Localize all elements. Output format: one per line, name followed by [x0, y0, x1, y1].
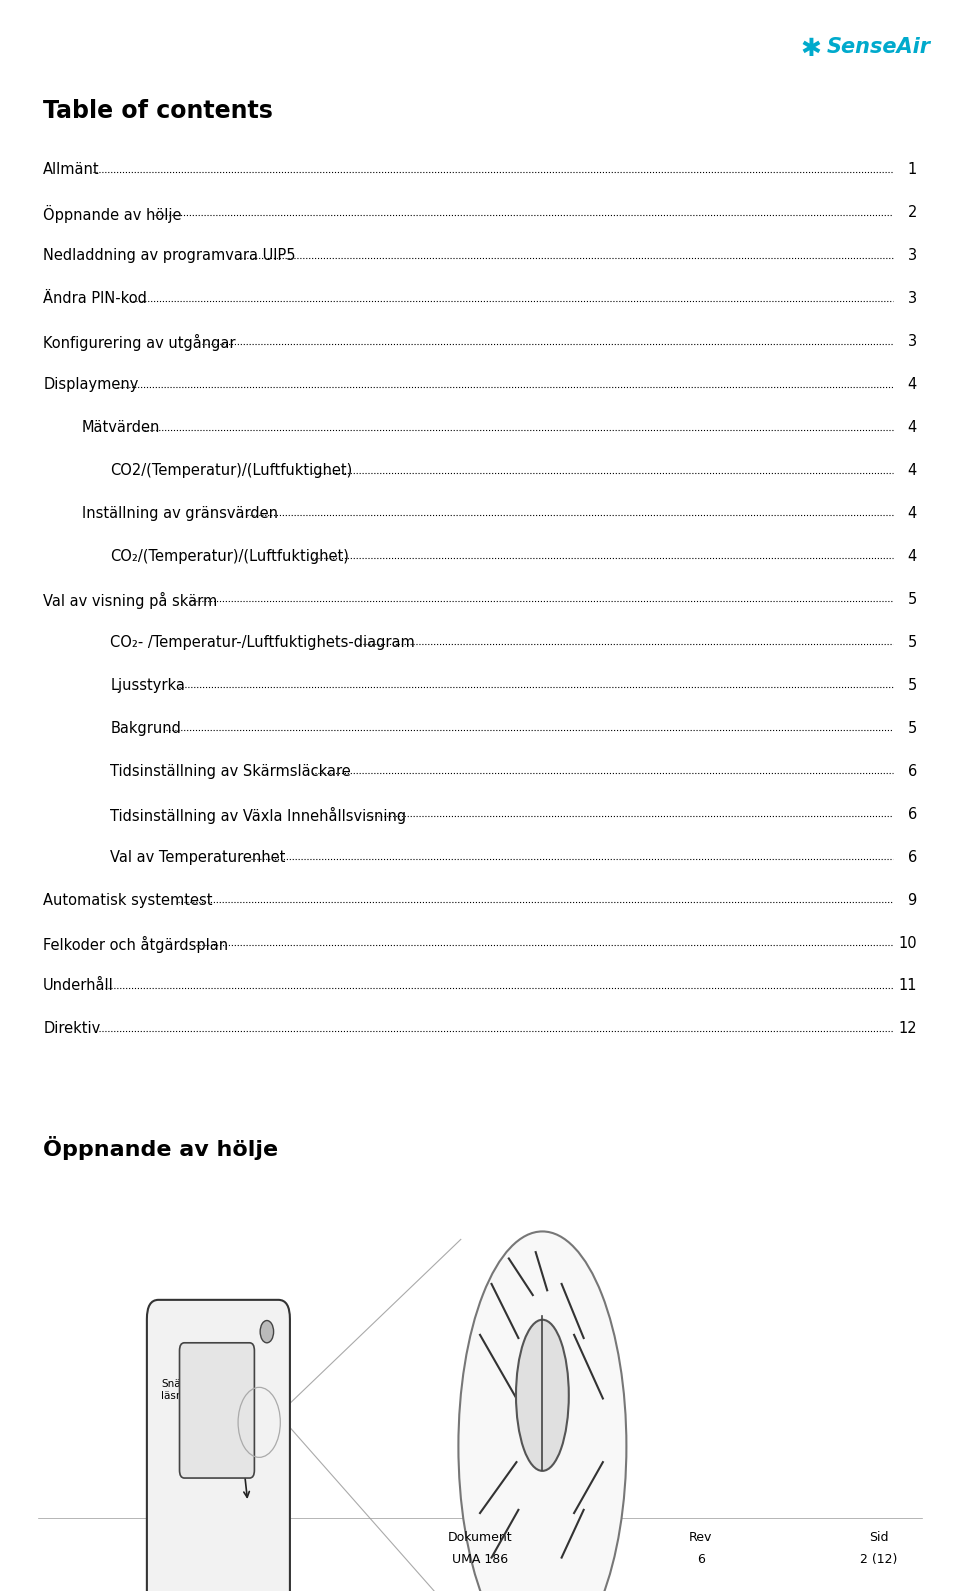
Text: 4: 4 — [907, 506, 917, 520]
Text: 6: 6 — [697, 1553, 705, 1566]
Text: Dokument: Dokument — [447, 1531, 513, 1543]
Text: 3: 3 — [907, 248, 917, 263]
Text: Direktiv: Direktiv — [43, 1021, 101, 1036]
Text: CO₂- /Temperatur-/Luftfuktighets-diagram: CO₂- /Temperatur-/Luftfuktighets-diagram — [110, 635, 415, 649]
Ellipse shape — [516, 1319, 568, 1470]
Text: 11: 11 — [899, 978, 917, 993]
Text: Tidsinställning av Skärmsläckare: Tidsinställning av Skärmsläckare — [110, 764, 351, 778]
Text: 5: 5 — [907, 678, 917, 692]
Text: 5: 5 — [907, 592, 917, 606]
Text: Konfigurering av utgångar: Konfigurering av utgångar — [43, 334, 236, 352]
Text: 6: 6 — [907, 807, 917, 821]
Text: 2: 2 — [907, 205, 917, 220]
Text: Inställning av gränsvärden: Inställning av gränsvärden — [82, 506, 277, 520]
Text: Ändra PIN-kod: Ändra PIN-kod — [43, 291, 147, 305]
Text: 12: 12 — [899, 1021, 917, 1036]
Text: CO₂/(Temperatur)/(Luftfuktighet): CO₂/(Temperatur)/(Luftfuktighet) — [110, 549, 349, 563]
Text: Displaymeny: Displaymeny — [43, 377, 138, 391]
Text: 9: 9 — [907, 893, 917, 907]
Text: 6: 6 — [907, 850, 917, 864]
Text: 4: 4 — [907, 377, 917, 391]
Text: 3: 3 — [907, 291, 917, 305]
Text: 3: 3 — [907, 334, 917, 348]
Text: Öppnande av hölje: Öppnande av hölje — [43, 205, 181, 223]
FancyBboxPatch shape — [147, 1300, 290, 1591]
Text: 5: 5 — [907, 721, 917, 735]
Text: 10: 10 — [899, 936, 917, 950]
Text: ✱: ✱ — [801, 37, 822, 60]
Text: Nedladdning av programvara UIP5: Nedladdning av programvara UIP5 — [43, 248, 296, 263]
Ellipse shape — [459, 1231, 626, 1591]
Text: Underhåll: Underhåll — [43, 978, 114, 993]
Text: 4: 4 — [907, 420, 917, 434]
Text: 5: 5 — [907, 635, 917, 649]
Text: 4: 4 — [907, 463, 917, 477]
Text: Sid: Sid — [869, 1531, 888, 1543]
Text: Table of contents: Table of contents — [43, 99, 273, 123]
Text: CO2/(Temperatur)/(Luftfuktighet): CO2/(Temperatur)/(Luftfuktighet) — [110, 463, 352, 477]
Text: 4: 4 — [907, 549, 917, 563]
Text: Tidsinställning av Växla Innehållsvisning: Tidsinställning av Växla Innehållsvisnin… — [110, 807, 406, 824]
Text: Mätvärden: Mätvärden — [82, 420, 160, 434]
Text: Allmänt: Allmänt — [43, 162, 100, 177]
Text: 2 (12): 2 (12) — [860, 1553, 897, 1566]
Text: 1: 1 — [907, 162, 917, 177]
Text: Automatisk systemtest: Automatisk systemtest — [43, 893, 213, 907]
Text: Rev: Rev — [689, 1531, 712, 1543]
Text: Öppnande av hölje: Öppnande av hölje — [43, 1136, 278, 1160]
FancyBboxPatch shape — [180, 1343, 254, 1478]
Text: Snäpp-
läsning: Snäpp- läsning — [161, 1379, 199, 1402]
Circle shape — [260, 1321, 274, 1343]
Text: Val av Temperaturenhet: Val av Temperaturenhet — [110, 850, 286, 864]
Text: Bakgrund: Bakgrund — [110, 721, 181, 735]
Text: 6: 6 — [907, 764, 917, 778]
Text: Felkoder och åtgärdsplan: Felkoder och åtgärdsplan — [43, 936, 228, 953]
Text: UMA 186: UMA 186 — [452, 1553, 508, 1566]
Text: SenseAir: SenseAir — [827, 37, 930, 57]
Text: Val av visning på skärm: Val av visning på skärm — [43, 592, 218, 609]
Text: Ljusstyrka: Ljusstyrka — [110, 678, 185, 692]
